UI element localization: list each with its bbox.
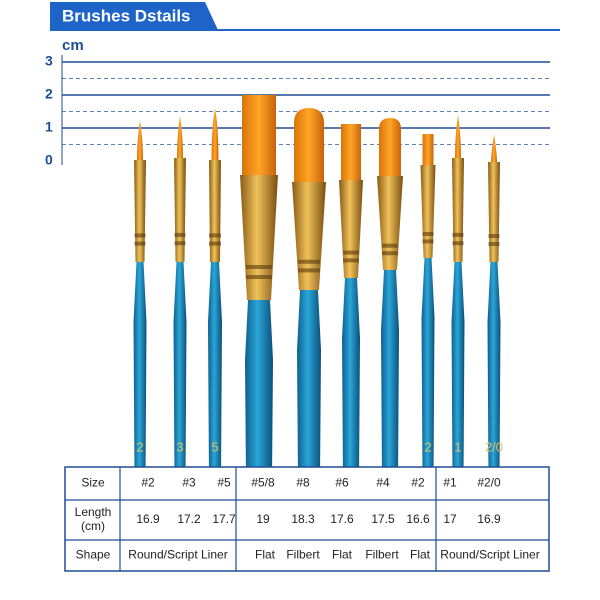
ferrule-ring	[422, 231, 434, 236]
ferrule-ring	[174, 241, 186, 246]
brush-handle	[173, 262, 187, 478]
ruler-unit: cm	[62, 37, 84, 54]
handle-label: 2/0	[485, 439, 503, 454]
ferrule-ring	[209, 241, 221, 246]
brush-tip	[491, 134, 497, 162]
ruler-label: 2	[45, 86, 53, 102]
ruler-label: 1	[45, 119, 53, 135]
size-cell: #8	[296, 476, 310, 490]
brush-tip	[137, 120, 143, 160]
brush-ferrule	[339, 180, 363, 278]
brush-tip	[294, 108, 324, 182]
row-label: (cm)	[81, 519, 105, 533]
length-cell: 17.2	[177, 512, 201, 526]
brush-handle	[133, 262, 147, 478]
brush-tip	[422, 134, 434, 165]
ferrule-ring	[488, 234, 500, 238]
handle-label: 1	[454, 439, 461, 454]
ferrule-ring	[422, 239, 434, 244]
ferrule-ring	[382, 243, 398, 248]
size-cell: #1	[443, 476, 457, 490]
brush-handle	[487, 262, 501, 478]
shape-cell: Filbert	[286, 548, 320, 562]
brush-tip	[211, 108, 219, 160]
brush-tip	[177, 116, 183, 158]
size-cell: #6	[335, 476, 349, 490]
ferrule-ring	[298, 259, 320, 264]
ferrule-ring	[246, 265, 272, 269]
brush-tip	[341, 124, 361, 180]
handle-label: 5	[211, 439, 218, 454]
length-cell: 17	[443, 512, 457, 526]
size-cell: #3	[182, 476, 196, 490]
size-cell: #2	[141, 476, 155, 490]
length-cell: 16.9	[136, 512, 160, 526]
length-cell: 19	[256, 512, 270, 526]
brush-handle	[208, 262, 222, 478]
handle-label: 2	[136, 439, 143, 454]
shape-cell: Round/Script Liner	[440, 548, 539, 562]
ruler-label: 0	[45, 152, 53, 168]
ferrule-ring	[246, 275, 272, 279]
ferrule-ring	[343, 258, 359, 263]
ruler: 3 2 1 0	[45, 53, 550, 168]
table-bg	[64, 466, 550, 572]
shape-cell: Flat	[332, 548, 353, 562]
handle-label: 3	[176, 439, 183, 454]
ferrule-ring	[452, 232, 464, 237]
brush-handle	[421, 258, 435, 478]
brush-ferrule	[292, 182, 326, 290]
brush-ferrule	[240, 175, 278, 300]
brush-tip	[379, 118, 401, 176]
brush-ferrule	[134, 160, 146, 262]
ferrule-ring	[382, 251, 398, 256]
brush-ferrule	[377, 176, 403, 270]
ferrule-ring	[134, 233, 146, 238]
spec-table: Size Length(cm) Shape #2 #3 #5 #5/8 #8 #6 #4 #2 #1 #…	[64, 466, 550, 572]
length-cell: 18.3	[291, 512, 315, 526]
brush-ferrule	[420, 165, 436, 258]
header-title: Brushes Dstails	[62, 6, 191, 25]
brush-handle	[297, 290, 321, 478]
ferrule-ring	[452, 241, 464, 246]
shape-cell: Round/Script Liner	[128, 548, 227, 562]
brush-handle	[342, 278, 360, 478]
brush-ferrule	[452, 158, 464, 262]
size-cell: #5	[217, 476, 231, 490]
shape-cell: Filbert	[365, 548, 399, 562]
ferrule-ring	[174, 232, 186, 237]
length-cell: 16.6	[406, 512, 430, 526]
brush-ferrule	[488, 162, 500, 262]
shape-cell: Flat	[255, 548, 276, 562]
length-cell: 17.5	[371, 512, 395, 526]
brush-ferrule	[174, 158, 186, 262]
brushes: 2 3 5 2 1 2/0	[133, 95, 503, 478]
length-cell: 17.7	[212, 512, 236, 526]
brush-handle	[381, 270, 399, 478]
ferrule-ring	[209, 233, 221, 238]
brush-tip	[242, 95, 276, 175]
ferrule-ring	[488, 242, 500, 246]
size-cell: #4	[376, 476, 390, 490]
handle-label: 2	[424, 439, 431, 454]
row-label: Shape	[76, 548, 111, 562]
brush-ferrule	[209, 160, 221, 262]
size-cell: #2/0	[477, 476, 501, 490]
ferrule-ring	[298, 268, 320, 273]
header-banner	[50, 2, 218, 30]
size-cell: #5/8	[251, 476, 275, 490]
length-cell: 17.6	[330, 512, 354, 526]
ruler-label: 3	[45, 53, 53, 69]
ferrule-ring	[343, 250, 359, 255]
row-label: Length	[75, 505, 112, 519]
brush-handle	[451, 262, 465, 478]
size-cell: #2	[411, 476, 425, 490]
shape-cell: Flat	[410, 548, 431, 562]
length-cell: 16.9	[477, 512, 501, 526]
brush-tip	[455, 115, 461, 158]
row-label: Size	[81, 476, 105, 490]
brush-handle	[245, 300, 273, 478]
ferrule-ring	[134, 241, 146, 246]
